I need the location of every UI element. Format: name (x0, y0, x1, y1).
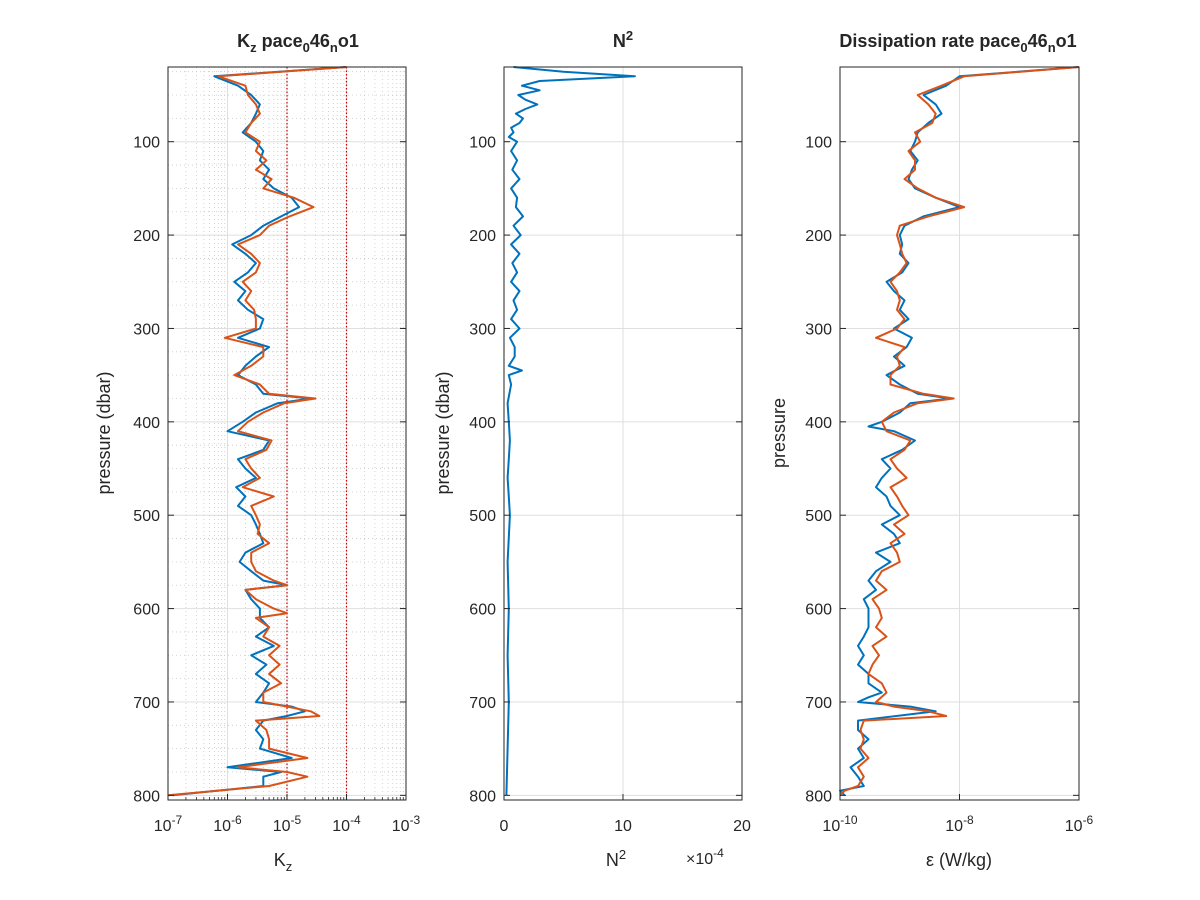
dissipation-series-line-2 (839, 66, 1080, 797)
n2-ytick-label: 500 (469, 508, 496, 525)
kz-panel: 100 200 300 400 500 600 700 800 10-7 10-6 10-5 10-4… (94, 31, 421, 874)
dissipation-ytick-label: 200 (805, 228, 832, 245)
dissipation-xtick-label: 10-6 (1065, 813, 1094, 835)
n2-ytick-label: 600 (469, 602, 496, 619)
kz-ytick-label: 100 (133, 135, 160, 152)
kz-xtick-label: 10-3 (392, 813, 421, 835)
n2-ytick-label: 800 (469, 788, 496, 805)
kz-ytick-label: 500 (133, 508, 160, 525)
kz-ytick-label: 200 (133, 228, 160, 245)
dissipation-xtick-label: 10-8 (945, 813, 974, 835)
n2-ytick-label: 200 (469, 228, 496, 245)
n2-x-exponent-label: ×10-4 (686, 846, 724, 868)
kz-ticks: 100 200 300 400 500 600 700 800 10-7 10-6 10-5 10-4… (133, 135, 420, 835)
kz-series-line-2 (167, 66, 347, 797)
n2-xlabel: N2 (606, 847, 626, 870)
kz-xlabel: Kz (274, 850, 293, 874)
kz-ylabel: pressure (dbar) (94, 371, 114, 494)
n2-title: N2 (613, 28, 633, 51)
kz-xtick-label: 10-4 (332, 813, 361, 835)
n2-xtick-label: 10 (614, 818, 632, 835)
kz-xtick-label: 10-6 (213, 813, 242, 835)
dissipation-panel: 100 200 300 400 500 600 700 800 10-10 10-8 10-6 Di… (769, 31, 1094, 870)
kz-ytick-label: 700 (133, 695, 160, 712)
kz-ytick-label: 600 (133, 602, 160, 619)
dissipation-ytick-label: 600 (805, 602, 832, 619)
n2-ytick-label: 300 (469, 321, 496, 338)
n2-ytick-label: 100 (469, 135, 496, 152)
kz-series-group (167, 66, 347, 797)
dissipation-ylabel: pressure (769, 398, 789, 468)
n2-ytick-label: 700 (469, 695, 496, 712)
dissipation-xlabel: ε (W/kg) (926, 850, 992, 870)
dissipation-series-group (839, 66, 1080, 797)
dissipation-ticks: 100 200 300 400 500 600 700 800 10-10 10-8 10-6 (805, 135, 1093, 835)
n2-series-group (505, 66, 636, 796)
n2-ylabel: pressure (dbar) (433, 371, 453, 494)
kz-xtick-label: 10-7 (154, 813, 183, 835)
dissipation-ytick-label: 400 (805, 415, 832, 432)
dissipation-ytick-label: 700 (805, 695, 832, 712)
kz-ytick-label: 800 (133, 788, 160, 805)
dissipation-ytick-label: 500 (805, 508, 832, 525)
dissipation-ytick-label: 100 (805, 135, 832, 152)
n2-xtick-label: 20 (733, 818, 751, 835)
n2-xtick-label: 0 (500, 818, 509, 835)
n2-series-line-1 (505, 66, 636, 796)
dissipation-xtick-label: 10-10 (822, 813, 857, 835)
dissipation-ytick-label: 300 (805, 321, 832, 338)
kz-ytick-label: 400 (133, 415, 160, 432)
dissipation-title: Dissipation rate pace046no1 (839, 31, 1076, 55)
n2-ytick-label: 400 (469, 415, 496, 432)
kz-ytick-label: 300 (133, 321, 160, 338)
kz-title: Kz pace046no1 (237, 31, 359, 55)
dissipation-ytick-label: 800 (805, 788, 832, 805)
kz-xtick-label: 10-5 (273, 813, 302, 835)
